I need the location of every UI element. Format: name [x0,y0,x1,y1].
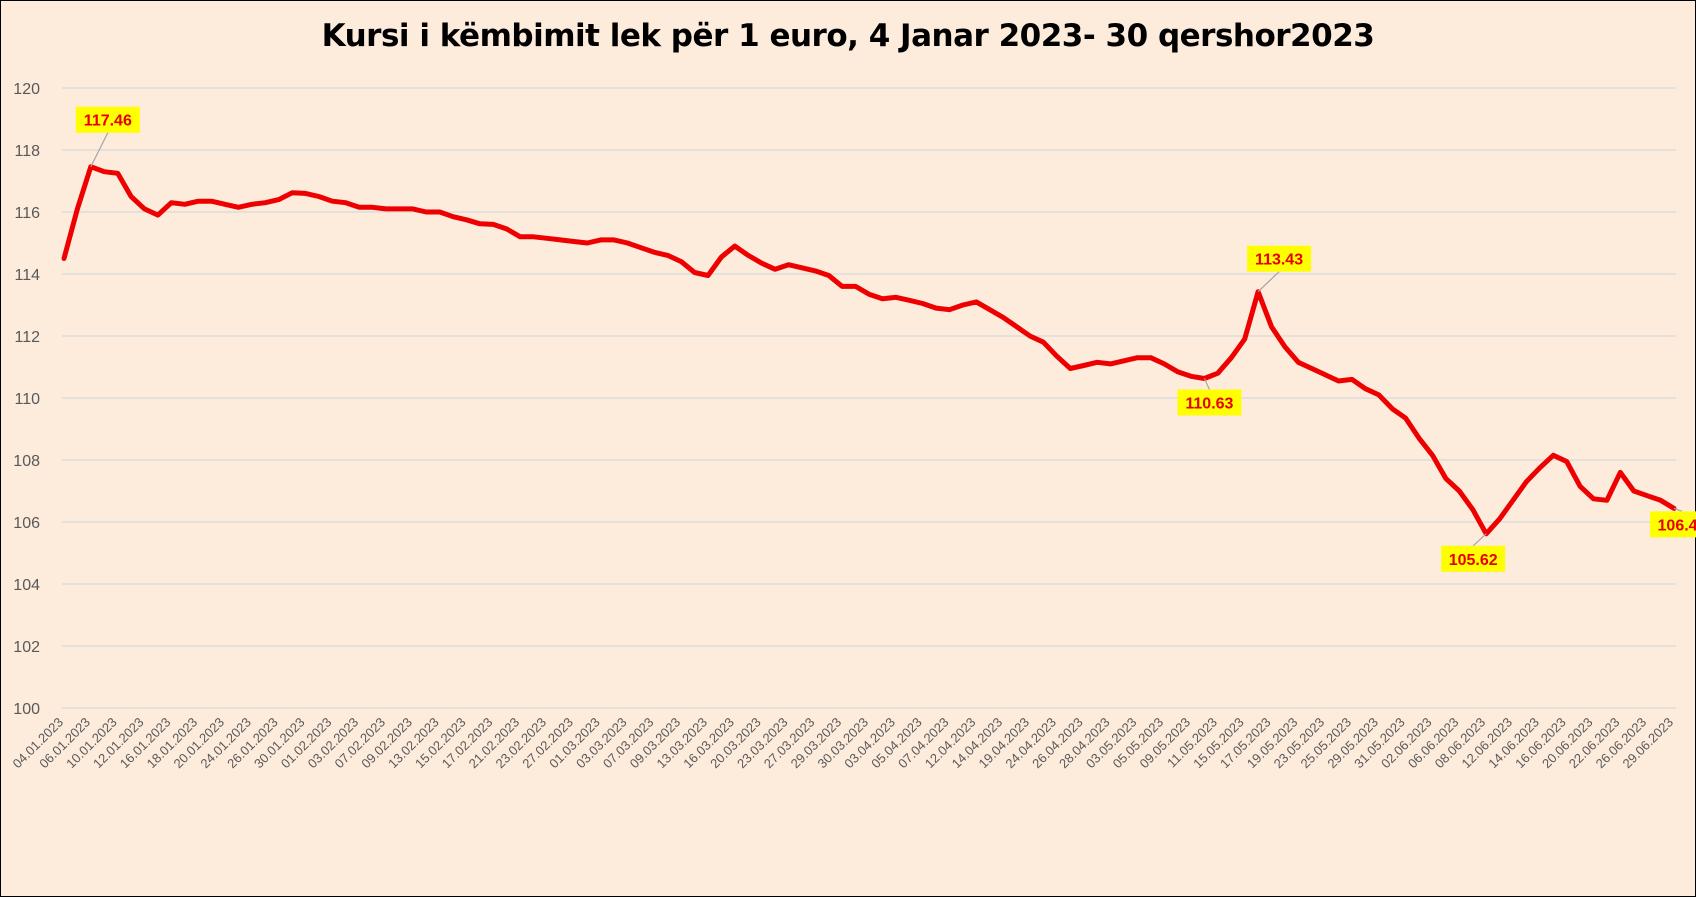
data-label: 110.63 [1185,395,1233,412]
series-layer [61,164,1677,537]
x-axis-ticks: 04.01.202306.01.202310.01.202312.01.2023… [9,715,1676,772]
y-tick-label: 120 [13,81,40,98]
series-line [61,164,1677,537]
data-labels: 117.46 110.63 113.43 105.62 106.44 [75,106,1696,572]
y-tick-label: 112 [14,329,40,346]
data-label-box [75,106,140,133]
leader-line [1257,271,1280,293]
data-label: 117.46 [84,113,132,130]
data-label-box [1650,511,1696,538]
y-tick-label: 108 [13,453,40,470]
leader-line [90,132,109,168]
y-tick-label: 106 [13,515,40,532]
leader-line [1472,533,1487,547]
data-label: 105.62 [1449,552,1498,569]
y-tick-label: 114 [14,267,40,284]
data-label-box [1177,389,1242,416]
data-label-box [1441,545,1506,572]
y-axis-ticks: 100 102 104 106 108 110 112 114 116 118 120 [13,81,40,718]
y-tick-label: 110 [14,391,40,408]
y-tick-label: 100 [13,701,40,718]
data-label: 113.43 [1255,252,1303,269]
gridlines [62,87,1676,709]
y-tick-label: 104 [13,577,40,594]
y-tick-label: 116 [14,205,40,222]
leader-line [1203,378,1210,390]
y-tick-label: 102 [13,639,40,656]
data-label-box [1247,245,1312,272]
y-tick-label: 118 [14,143,40,160]
data-label: 106.44 [1658,517,1696,534]
chart-title: Kursi i këmbimit lek për 1 euro, 4 Janar… [321,18,1375,54]
leader-line [1673,507,1683,512]
